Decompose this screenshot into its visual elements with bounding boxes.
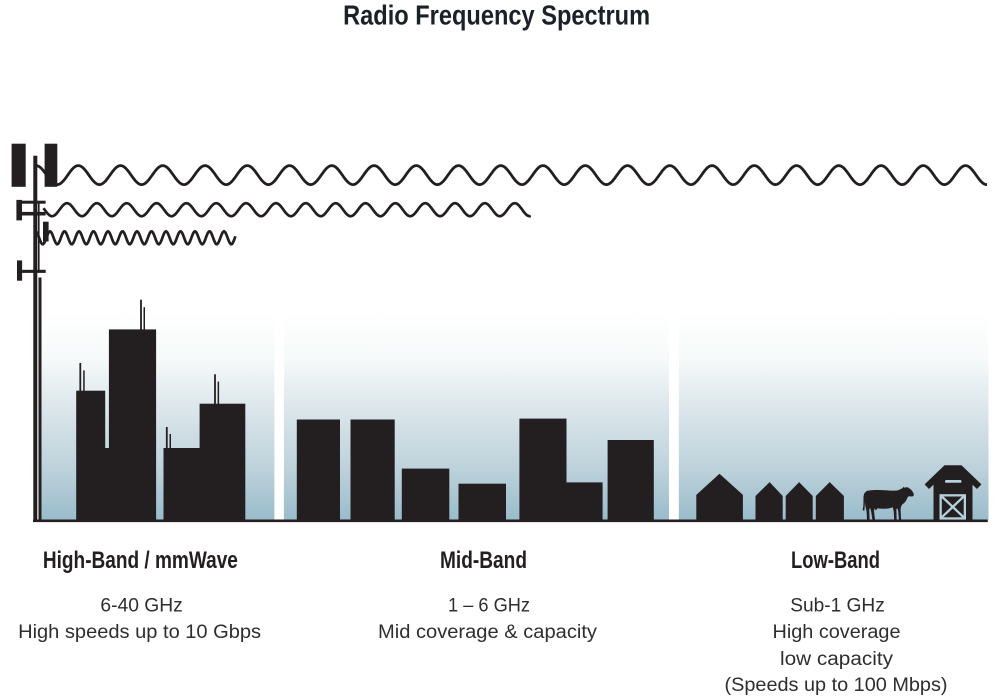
svg-text:low capacity: low capacity xyxy=(780,649,893,670)
svg-text:Radio Frequency Spectrum: Radio Frequency Spectrum xyxy=(343,0,650,31)
svg-text:High coverage: High coverage xyxy=(773,622,901,643)
svg-text:Low-Band: Low-Band xyxy=(791,548,880,574)
svg-text:High-Band / mmWave: High-Band / mmWave xyxy=(43,548,238,574)
svg-text:Mid coverage & capacity: Mid coverage & capacity xyxy=(378,622,597,643)
svg-text:Mid-Band: Mid-Band xyxy=(440,548,527,574)
svg-text:6-40 GHz: 6-40 GHz xyxy=(100,596,182,617)
svg-text:(Speeds up to 100 Mbps): (Speeds up to 100 Mbps) xyxy=(725,675,948,696)
svg-text:Sub-1 GHz: Sub-1 GHz xyxy=(790,596,885,617)
svg-text:High speeds up to 10 Gbps: High speeds up to 10 Gbps xyxy=(18,622,261,643)
svg-text:1 – 6 GHz: 1 – 6 GHz xyxy=(448,596,530,617)
